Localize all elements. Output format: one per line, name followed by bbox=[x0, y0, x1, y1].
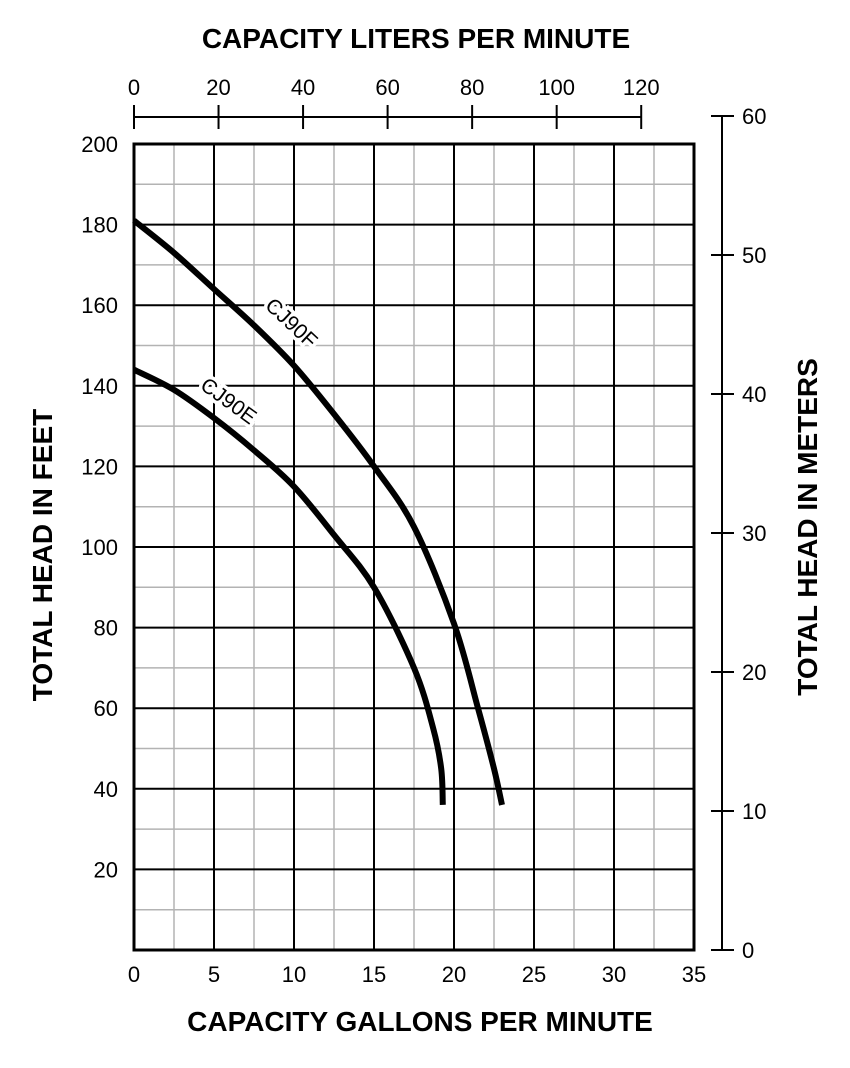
x-tick-label: 30 bbox=[602, 962, 626, 987]
y-tick-label: 40 bbox=[94, 777, 118, 802]
top-tick-label: 0 bbox=[128, 75, 140, 100]
x-tick-label: 0 bbox=[128, 962, 140, 987]
top-tick-label: 40 bbox=[291, 75, 315, 100]
left-axis-feet: 20 40 60 80 100 120 140 160 180 200 bbox=[81, 132, 118, 882]
x-tick-label: 15 bbox=[362, 962, 386, 987]
y-tick-label: 60 bbox=[94, 696, 118, 721]
curve-cj90f bbox=[132, 218, 505, 806]
y-tick-label: 100 bbox=[81, 535, 118, 560]
y-tick-label: 160 bbox=[81, 293, 118, 318]
top-tick-label: 100 bbox=[538, 75, 575, 100]
right-tick-label: 60 bbox=[742, 104, 766, 129]
curve-cj90e bbox=[132, 366, 446, 806]
bottom-axis-gpm: 0 5 10 15 20 25 30 35 bbox=[128, 962, 706, 987]
x-tick-label: 25 bbox=[522, 962, 546, 987]
x-tick-label: 5 bbox=[208, 962, 220, 987]
y-tick-label: 200 bbox=[81, 132, 118, 157]
top-axis-liters: 0 20 40 60 80 100 120 bbox=[128, 75, 660, 129]
right-axis-title: TOTAL HEAD IN METERS bbox=[792, 358, 823, 696]
top-tick-label: 80 bbox=[460, 75, 484, 100]
x-tick-label: 35 bbox=[682, 962, 706, 987]
x-tick-label: 10 bbox=[282, 962, 306, 987]
top-axis-title: CAPACITY LITERS PER MINUTE bbox=[202, 23, 630, 54]
y-tick-label: 20 bbox=[94, 857, 118, 882]
right-tick-label: 30 bbox=[742, 521, 766, 546]
top-tick-label: 60 bbox=[375, 75, 399, 100]
right-tick-label: 50 bbox=[742, 243, 766, 268]
y-tick-label: 80 bbox=[94, 616, 118, 641]
right-tick-label: 10 bbox=[742, 799, 766, 824]
top-tick-label: 120 bbox=[623, 75, 660, 100]
right-tick-label: 0 bbox=[742, 938, 754, 963]
right-axis-meters: 0 10 20 30 40 50 60 bbox=[711, 104, 766, 963]
top-tick-label: 20 bbox=[206, 75, 230, 100]
y-tick-label: 120 bbox=[81, 454, 118, 479]
performance-curves bbox=[132, 218, 505, 806]
y-tick-label: 180 bbox=[81, 213, 118, 238]
curve-label-cj90e: CJ90E bbox=[196, 373, 261, 429]
bottom-axis-title: CAPACITY GALLONS PER MINUTE bbox=[187, 1006, 653, 1037]
left-axis-title: TOTAL HEAD IN FEET bbox=[27, 409, 58, 701]
x-tick-label: 20 bbox=[442, 962, 466, 987]
right-tick-label: 40 bbox=[742, 382, 766, 407]
plot-frame bbox=[132, 142, 696, 952]
y-tick-label: 140 bbox=[81, 374, 118, 399]
right-tick-label: 20 bbox=[742, 660, 766, 685]
